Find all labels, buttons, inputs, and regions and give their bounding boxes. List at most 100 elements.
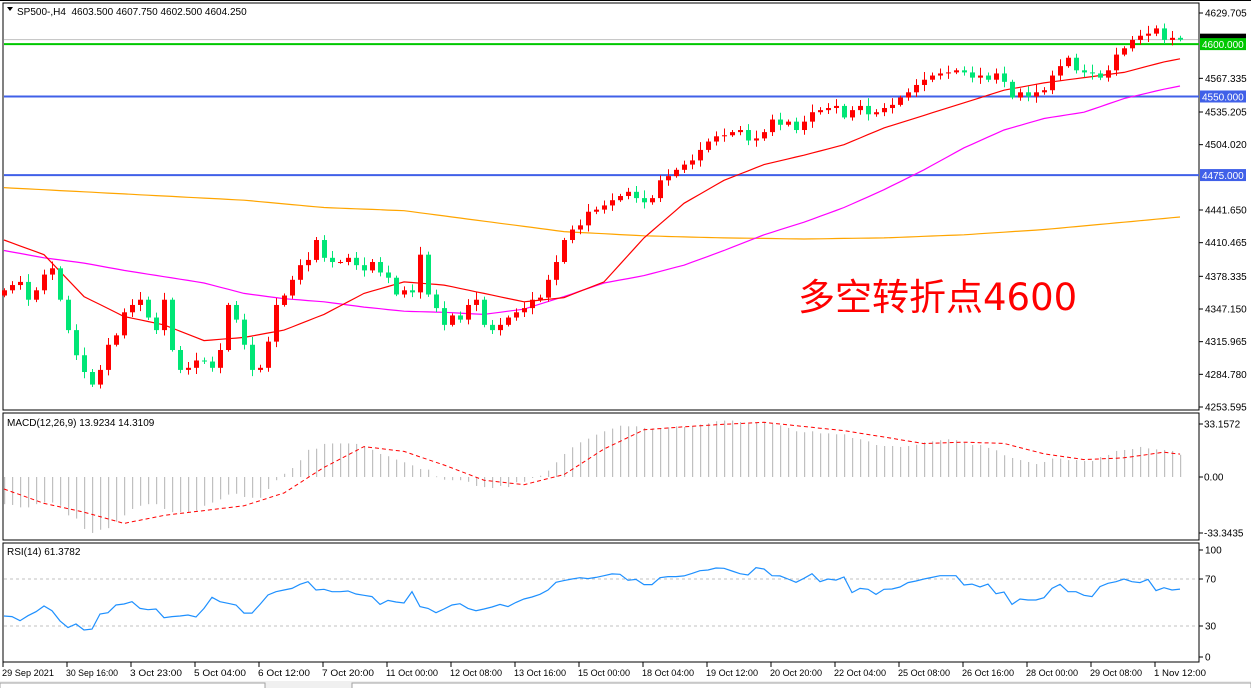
horizontal-levels[interactable] [4,39,1199,177]
candle-body [218,350,223,368]
scrollbar[interactable] [351,682,1251,688]
x-tick-label: 20 Oct 20:00 [770,668,822,679]
candle [770,114,775,137]
x-tick-label: 30 Sep 16:00 [66,668,118,679]
candle [690,154,695,170]
candle-body [1138,35,1143,40]
candle [370,258,375,273]
candle [258,364,263,373]
y-tick-label: 4284.780 [1205,370,1247,381]
macd-bar [908,445,910,477]
candle [298,259,303,285]
macd-bar [868,441,870,477]
candle [194,352,199,375]
macd-bar [852,437,854,477]
macd-bar [132,477,134,509]
candle [90,368,95,388]
macd-bar [292,468,294,477]
macd-bar [876,445,878,477]
macd-bar [364,446,366,477]
rsi-label: RSI(14) 61.3782 [7,547,81,558]
candle [714,131,719,146]
macd-bar [1124,449,1126,477]
candle [826,103,831,115]
moving-average-line [3,58,1181,342]
x-tick-label: 13 Oct 16:00 [514,668,566,679]
candle [578,219,583,235]
candle [498,318,503,336]
candle [762,129,767,141]
macd-bar [660,428,662,477]
candle [1058,59,1063,81]
candle [450,313,455,327]
candle-body [722,135,727,137]
candle-body [114,335,119,345]
candle-body [994,73,999,80]
rsi-panel[interactable] [2,542,1200,663]
candle-body [1146,33,1151,36]
candle-body [1050,75,1055,91]
macd-bar [324,443,326,477]
macd-bar [332,443,334,477]
triangle-down-icon[interactable] [7,7,13,11]
candle [882,103,887,117]
candle [1154,25,1159,37]
candle [618,193,623,202]
candle [458,311,463,323]
candle [1170,31,1175,46]
candle [490,319,495,335]
chart-tab[interactable] [0,682,266,688]
candle-body [514,312,519,318]
candle-body [442,308,447,325]
macd-bar [340,443,342,477]
macd-bar [444,477,446,480]
macd-bar [956,440,958,477]
x-tick-label: 19 Oct 12:00 [706,668,758,679]
candle [282,293,287,307]
chart-header: SP500-,H4 4603.500 4607.750 4602.500 460… [7,7,247,18]
macd-bar [860,439,862,477]
candle-body [690,160,695,165]
candle [58,266,63,302]
candle-body [474,299,479,305]
y-tick-label: 4567.335 [1205,74,1247,85]
annotation-text[interactable]: 多空转折点4600 [798,276,1077,319]
candle-body [754,138,759,141]
candle-body [154,317,159,331]
price-panel[interactable] [2,2,1200,411]
candle [106,337,111,376]
level-price-box [1200,38,1246,51]
macd-bar [780,425,782,477]
macd-bar [1164,449,1166,477]
macd-bar [156,477,158,505]
macd-bar [52,477,54,503]
rsi-y-tick-label: 0 [1205,653,1211,664]
macd-bar [36,477,38,505]
macd-bar [300,460,302,477]
x-tick-label: 3 Oct 23:00 [130,668,182,679]
candle-body [738,130,743,133]
candle-body [890,104,895,109]
candle [242,313,247,350]
macd-bar [116,477,118,522]
macd-panel[interactable] [2,412,1200,541]
candle [1106,65,1111,82]
macd-bar [76,477,78,519]
candle-body [66,299,71,331]
level-price-label: 4475.000 [1202,171,1244,182]
candle [626,187,631,200]
macd-bar [756,422,758,477]
macd-bar [1180,454,1182,477]
candle-body [178,350,183,370]
candle [722,128,727,142]
candle-body [674,169,679,177]
candle [442,301,447,331]
macd-bar [1076,460,1078,477]
macd-bar [108,477,110,529]
macd-bar [20,477,22,508]
macd-bar [164,477,166,509]
macd-bar [1092,461,1094,477]
macd-bar [252,477,254,498]
candle [394,275,399,297]
